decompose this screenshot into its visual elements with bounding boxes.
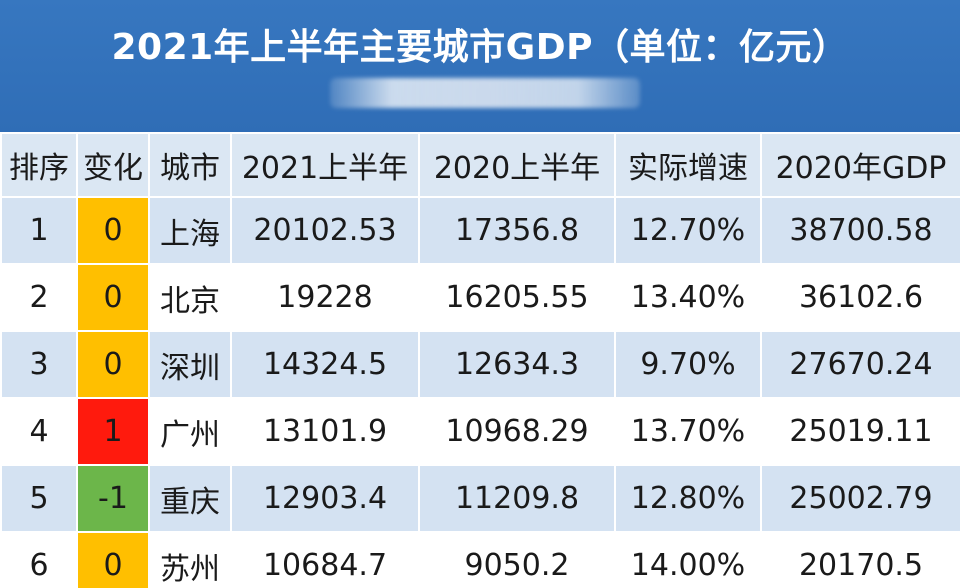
cell-rank: 6	[0, 531, 78, 588]
cell-h1-2020: 11209.8	[418, 464, 616, 533]
cell-h1-2020: 9050.2	[418, 531, 616, 588]
cell-growth: 12.70%	[614, 196, 762, 265]
cell-change: -1	[76, 464, 150, 533]
cell-city: 深圳	[148, 330, 232, 399]
cell-gdp-2020: 25002.79	[760, 464, 960, 533]
cell-change: 0	[76, 330, 150, 399]
cell-growth: 12.80%	[614, 464, 762, 533]
header-h1-2021: 2021上半年	[230, 132, 420, 198]
cell-rank: 2	[0, 263, 78, 332]
cell-growth: 13.70%	[614, 397, 762, 466]
cell-change: 0	[76, 531, 150, 588]
cell-gdp-2020: 38700.58	[760, 196, 960, 265]
cell-city: 苏州	[148, 531, 232, 588]
header-gdp-2020: 2020年GDP	[760, 132, 960, 198]
cell-rank: 3	[0, 330, 78, 399]
cell-rank: 4	[0, 397, 78, 466]
header-change: 变化	[76, 132, 150, 198]
page-title: 2021年上半年主要城市GDP（单位：亿元）	[111, 27, 849, 68]
header-growth: 实际增速	[614, 132, 762, 198]
table-row: 1 0 上海 20102.53 17356.8 12.70% 38700.58	[0, 196, 960, 265]
cell-h1-2021: 19228	[230, 263, 420, 332]
cell-growth: 14.00%	[614, 531, 762, 588]
cell-rank: 1	[0, 196, 78, 265]
cell-h1-2021: 10684.7	[230, 531, 420, 588]
title-banner: 2021年上半年主要城市GDP（单位：亿元）	[0, 0, 960, 132]
cell-city: 重庆	[148, 464, 232, 533]
blurred-watermark	[330, 78, 640, 108]
table-row: 5 -1 重庆 12903.4 11209.8 12.80% 25002.79	[0, 464, 960, 533]
cell-h1-2020: 16205.55	[418, 263, 616, 332]
cell-h1-2020: 12634.3	[418, 330, 616, 399]
table-row: 4 1 广州 13101.9 10968.29 13.70% 25019.11	[0, 397, 960, 466]
cell-city: 广州	[148, 397, 232, 466]
cell-city: 上海	[148, 196, 232, 265]
cell-gdp-2020: 27670.24	[760, 330, 960, 399]
cell-change: 1	[76, 397, 150, 466]
table-row: 6 0 苏州 10684.7 9050.2 14.00% 20170.5	[0, 531, 960, 588]
header-city: 城市	[148, 132, 232, 198]
cell-rank: 5	[0, 464, 78, 533]
cell-h1-2020: 17356.8	[418, 196, 616, 265]
cell-h1-2021: 12903.4	[230, 464, 420, 533]
table-row: 2 0 北京 19228 16205.55 13.40% 36102.6	[0, 263, 960, 332]
cell-h1-2021: 14324.5	[230, 330, 420, 399]
cell-growth: 13.40%	[614, 263, 762, 332]
cell-gdp-2020: 25019.11	[760, 397, 960, 466]
cell-h1-2021: 13101.9	[230, 397, 420, 466]
cell-gdp-2020: 36102.6	[760, 263, 960, 332]
cell-growth: 9.70%	[614, 330, 762, 399]
table-header-row: 排序 变化 城市 2021上半年 2020上半年 实际增速 2020年GDP	[0, 132, 960, 198]
header-rank: 排序	[0, 132, 78, 198]
cell-change: 0	[76, 263, 150, 332]
cell-city: 北京	[148, 263, 232, 332]
header-h1-2020: 2020上半年	[418, 132, 616, 198]
cell-gdp-2020: 20170.5	[760, 531, 960, 588]
cell-h1-2021: 20102.53	[230, 196, 420, 265]
cell-h1-2020: 10968.29	[418, 397, 616, 466]
cell-change: 0	[76, 196, 150, 265]
gdp-table: 排序 变化 城市 2021上半年 2020上半年 实际增速 2020年GDP 1…	[0, 132, 960, 588]
table-row: 3 0 深圳 14324.5 12634.3 9.70% 27670.24	[0, 330, 960, 399]
